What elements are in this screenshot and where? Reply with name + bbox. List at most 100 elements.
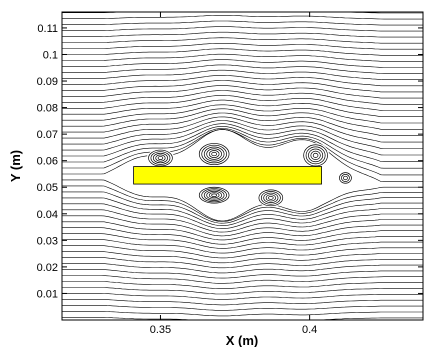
streamline: [62, 90, 423, 105]
plot-frame: [61, 11, 424, 321]
vortex-ring: [310, 150, 321, 160]
streamline: [62, 179, 423, 222]
vortex-ring: [268, 195, 274, 200]
streamline: [62, 120, 423, 149]
streamline: [62, 75, 423, 87]
streamlines-layer: [62, 12, 423, 320]
streamline: [62, 128, 423, 169]
streamline: [62, 126, 423, 162]
streamline: [62, 95, 423, 111]
vortex-ring: [343, 175, 348, 181]
streamline: [62, 116, 423, 143]
streamline: [62, 80, 423, 93]
streamline: [62, 269, 423, 279]
vortex-ring: [198, 186, 230, 204]
vortex-ring: [155, 154, 166, 162]
streamline: [62, 99, 423, 117]
streamline: [62, 257, 423, 269]
streamline: [62, 15, 423, 20]
streamline: [62, 31, 423, 38]
streamline: [62, 317, 423, 320]
vortex-ring: [206, 190, 222, 200]
streamline: [62, 129, 423, 182]
streamline: [62, 69, 423, 80]
vortex-ring: [201, 144, 227, 164]
vortex-layer: [146, 141, 353, 208]
y-tick-label: 0.03: [37, 235, 58, 247]
vortex-ring: [260, 191, 281, 205]
vortex-ring: [258, 189, 284, 207]
streamline: [62, 227, 423, 245]
y-tick-label: 0.09: [37, 76, 58, 88]
vortex-ring: [157, 156, 164, 160]
vortex-ring: [211, 151, 217, 157]
streamline: [62, 293, 423, 300]
x-axis: 0.35 0.4: [150, 12, 317, 336]
y-tick-label: 0.11: [37, 23, 58, 35]
streamline: [62, 112, 423, 136]
streamline: [62, 209, 423, 233]
vortex-ring: [203, 146, 225, 162]
streamline: [62, 263, 423, 274]
vortex-ring: [201, 188, 227, 203]
vortex-ring: [308, 148, 324, 163]
vortex-ring: [206, 148, 222, 160]
vortex-ring: [152, 152, 168, 164]
y-tick-label: 0.07: [37, 129, 58, 141]
vortex-ring: [198, 143, 230, 166]
streamline: [62, 203, 423, 229]
vortex-ring: [208, 192, 220, 199]
streamline: [62, 233, 423, 249]
streamline: [62, 43, 423, 50]
streamline: [62, 287, 423, 295]
streamline: [62, 281, 423, 289]
x-tick-label: 0.4: [302, 324, 317, 336]
streamline: [62, 108, 423, 130]
streamline: [62, 64, 423, 74]
streamline: [62, 239, 423, 254]
x-tick-label: 0.35: [150, 324, 171, 336]
y-tick-label: 0.08: [37, 103, 58, 115]
y-tick-label: 0.02: [37, 262, 58, 274]
vortex-background: [338, 171, 353, 185]
streamline: [62, 311, 423, 317]
streamline: [62, 59, 423, 68]
y-axis: 0.01 0.02 0.03 0.04 0.05 0.06 0.07 0.08 0.09 0.1 0…: [37, 23, 423, 300]
streamline: [62, 245, 423, 259]
streamline: [62, 251, 423, 264]
streamline: [62, 215, 423, 237]
streamline: [62, 123, 423, 156]
vortex-ring: [339, 172, 352, 184]
streamline: [62, 129, 423, 176]
streamline: [62, 37, 423, 44]
streamline: [62, 305, 423, 311]
y-tick-label: 0.01: [37, 288, 58, 300]
vortex-ring: [265, 194, 276, 202]
streamline: [62, 104, 423, 124]
vortex-ring: [148, 149, 173, 167]
streamline: [62, 85, 423, 99]
vortex-ring: [203, 189, 225, 201]
vortex-ring: [263, 192, 279, 203]
y-tick-label: 0.1: [43, 49, 58, 61]
streamline: [62, 197, 423, 226]
streamline: [62, 26, 423, 32]
y-tick-label: 0.06: [37, 156, 58, 168]
streamline: [62, 221, 423, 241]
vortex-ring: [341, 174, 350, 182]
y-axis-title: Y (m): [8, 150, 23, 182]
streamline: [62, 275, 423, 284]
obstacle-rectangle: [133, 166, 322, 185]
streamline: [62, 53, 423, 62]
streamline: [62, 48, 423, 56]
vortex-ring: [312, 152, 319, 158]
vortex-ring: [150, 151, 171, 165]
x-axis-title: X (m): [226, 333, 259, 347]
streamline: [62, 20, 423, 26]
vortex-ring: [303, 144, 328, 167]
y-tick-label: 0.05: [37, 182, 58, 194]
vortex-ring: [211, 193, 217, 197]
streamline: [62, 191, 423, 224]
streamline: [62, 185, 423, 222]
